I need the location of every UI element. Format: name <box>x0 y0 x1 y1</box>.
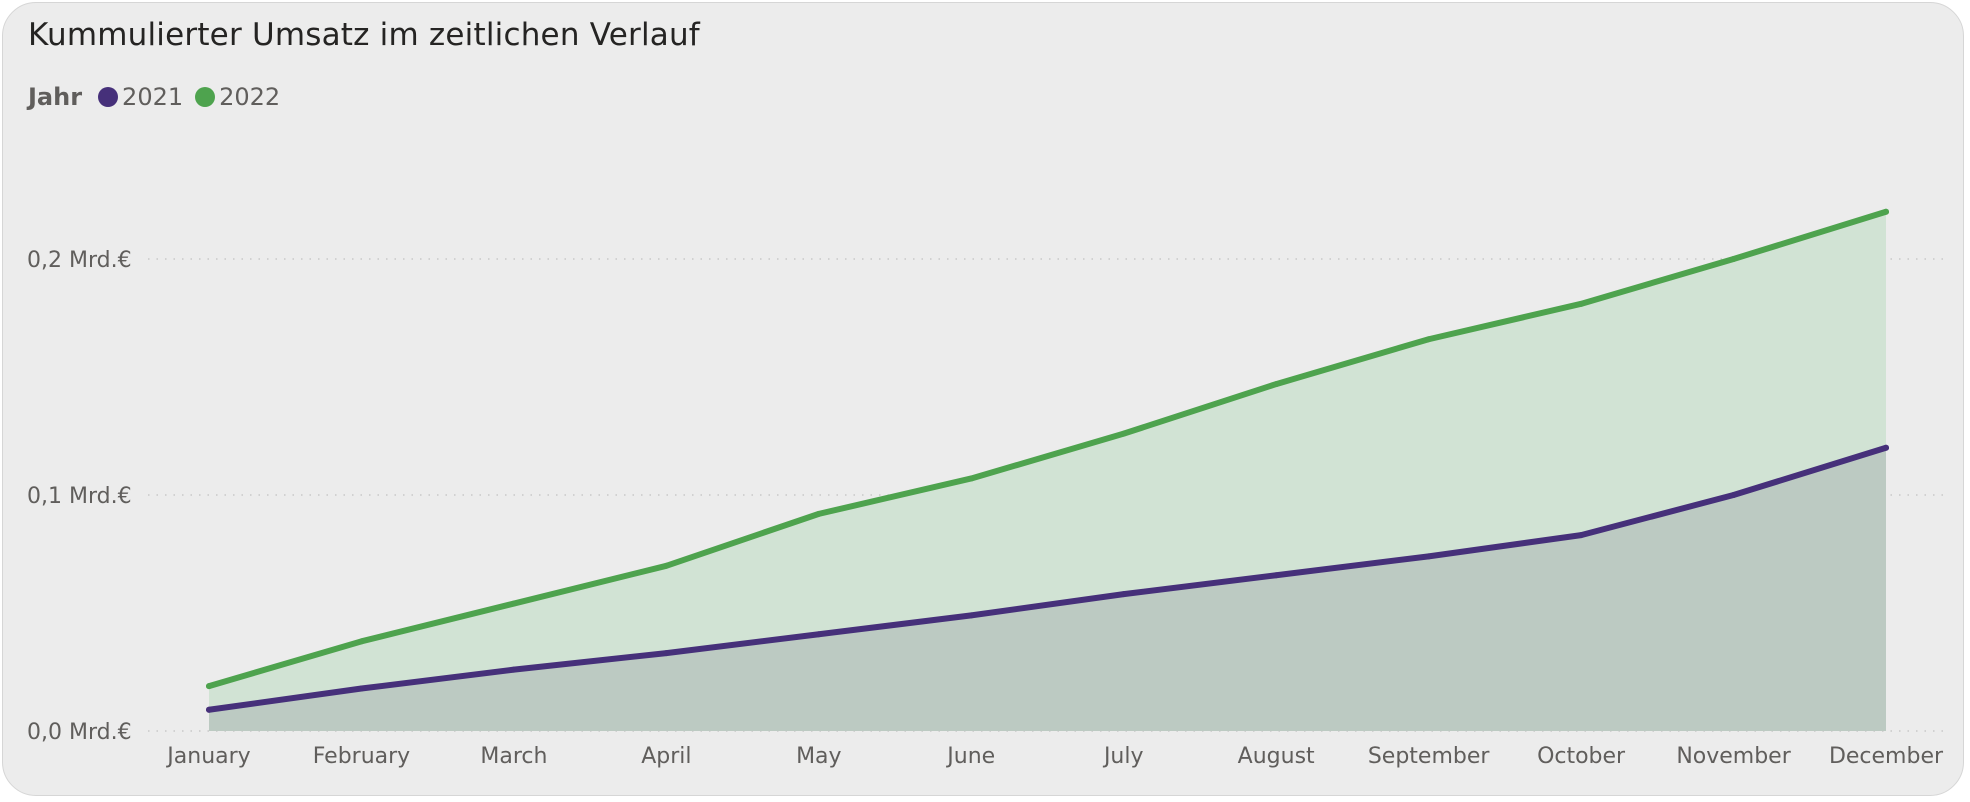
x-tick-label: January <box>165 744 250 769</box>
x-tick-label: September <box>1368 744 1491 769</box>
y-axis: 0,0 Mrd.€ 0,1 Mrd.€ 0,2 Mrd.€ <box>27 248 132 745</box>
x-tick-label: April <box>641 744 691 769</box>
legend-marker-2022 <box>195 87 216 107</box>
x-tick-label: March <box>480 744 547 769</box>
legend: Jahr 2021 2022 <box>28 83 292 111</box>
point-2022[interactable] <box>1578 300 1585 307</box>
point-2022[interactable] <box>968 475 975 482</box>
legend-label-2022: 2022 <box>219 83 281 111</box>
legend-item-2022[interactable]: 2022 <box>195 83 280 111</box>
point-2021[interactable] <box>815 631 822 638</box>
point-2022[interactable] <box>1425 336 1432 343</box>
point-2022[interactable] <box>206 683 212 690</box>
y-tick-label: 0,1 Mrd.€ <box>27 484 132 509</box>
point-2021[interactable] <box>663 650 670 657</box>
x-tick-label: November <box>1676 744 1791 769</box>
y-tick-label: 0,2 Mrd.€ <box>27 248 132 273</box>
legend-title: Jahr <box>28 83 83 111</box>
point-2021[interactable] <box>358 685 365 692</box>
point-2022[interactable] <box>1273 381 1280 388</box>
point-2022[interactable] <box>1730 256 1737 262</box>
point-2022[interactable] <box>1120 430 1127 437</box>
point-2022[interactable] <box>663 562 670 569</box>
point-2021[interactable] <box>968 612 975 619</box>
x-tick-label: June <box>945 744 995 769</box>
point-2021[interactable] <box>1273 572 1280 579</box>
x-tick-label: October <box>1537 744 1626 769</box>
point-2021[interactable] <box>1730 492 1737 498</box>
x-tick-label: May <box>796 744 841 769</box>
point-2021[interactable] <box>1425 553 1432 560</box>
chart-title: Kummulierter Umsatz im zeitlichen Verlau… <box>28 17 700 53</box>
point-2022[interactable] <box>358 638 365 645</box>
line-2022[interactable] <box>206 208 1889 690</box>
point-2021[interactable] <box>1883 444 1889 451</box>
y-tick-label: 0,0 Mrd.€ <box>27 720 132 745</box>
line-2021[interactable] <box>206 444 1889 713</box>
x-tick-label: August <box>1238 744 1315 769</box>
point-2021[interactable] <box>1120 591 1127 598</box>
legend-item-2021[interactable]: 2021 <box>98 83 183 111</box>
legend-label-2021: 2021 <box>122 83 184 111</box>
x-tick-label: July <box>1102 744 1144 769</box>
point-2021[interactable] <box>1578 532 1585 539</box>
point-2022[interactable] <box>510 600 517 607</box>
x-axis: January February March April May June July Augu… <box>165 744 1944 769</box>
legend-marker-2021 <box>98 87 119 107</box>
point-2021[interactable] <box>510 666 517 673</box>
point-2022[interactable] <box>1883 208 1889 215</box>
series-lines <box>206 208 1889 713</box>
x-tick-label: February <box>313 744 411 769</box>
point-2022[interactable] <box>815 510 822 517</box>
x-tick-label: December <box>1829 744 1944 769</box>
point-2021[interactable] <box>206 706 212 713</box>
